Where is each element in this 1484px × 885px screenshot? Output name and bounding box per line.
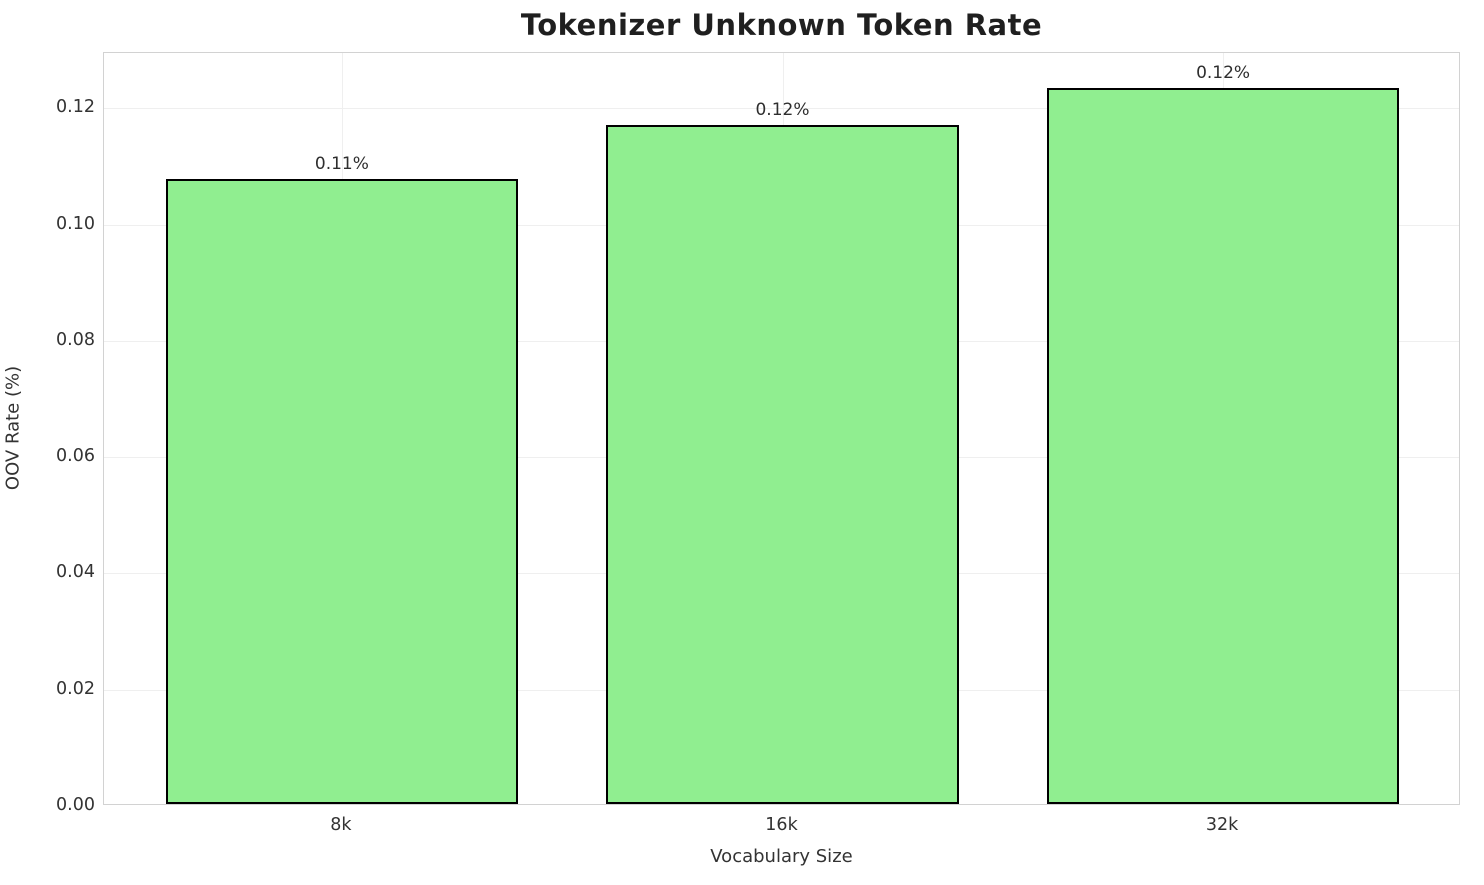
bar-value-label: 0.12% <box>1196 62 1251 83</box>
bar-16k <box>606 125 959 804</box>
bar-value-label: 0.12% <box>755 100 810 121</box>
y-tick-label: 0.10 <box>56 213 95 234</box>
x-axis-label: Vocabulary Size <box>710 846 853 867</box>
y-tick-label: 0.04 <box>56 562 95 583</box>
y-axis-label: OOV Rate (%) <box>2 365 24 491</box>
bar-value-label: 0.11% <box>314 153 369 174</box>
y-tick-label: 0.02 <box>56 678 95 699</box>
bar-32k <box>1046 87 1400 804</box>
gridline-horizontal <box>104 108 1459 110</box>
y-tick-label: 0.12 <box>56 97 95 118</box>
x-tick-label-32k: 32k <box>1205 815 1239 835</box>
x-tick-label-8k: 8k <box>330 815 352 835</box>
x-tick-label-16k: 16k <box>765 815 798 835</box>
chart-title: Tokenizer Unknown Token Rate <box>520 8 1043 42</box>
y-tick-label: 0.00 <box>56 795 95 815</box>
bar-8k <box>165 178 519 804</box>
y-tick-label: 0.06 <box>56 446 95 467</box>
plot-area: 0.11% 0.12% 0.12% <box>103 52 1460 805</box>
y-tick-label: 0.08 <box>56 329 95 350</box>
